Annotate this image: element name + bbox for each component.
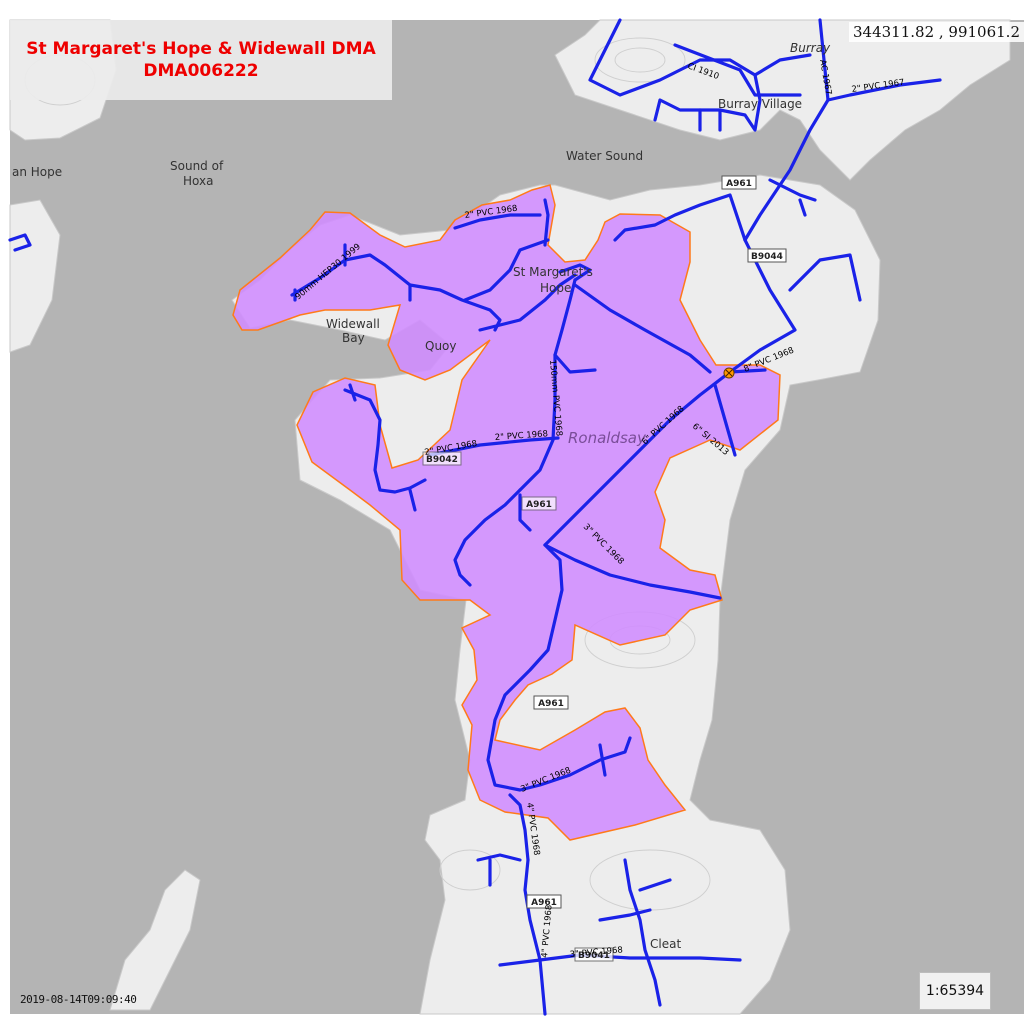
- pipe-si-2013: [713, 383, 737, 457]
- pipe-a961-central: [453, 488, 522, 587]
- map-timestamp: 2019-08-14T09:09:40: [20, 993, 137, 1006]
- pipe-label-3in-pvc-1968-bottom: 3" PVC 1968: [569, 945, 623, 960]
- place-burray: Burray: [790, 41, 831, 55]
- pipe-2in-top: [453, 213, 542, 230]
- pipe-south-cleat: [523, 858, 547, 1016]
- place-st-margarets-hope-1: St Margaret's: [513, 265, 593, 279]
- road-b9042-text: B9042: [426, 455, 458, 465]
- pipe-label-4in-pvc-1968-bottom: 4" PVC 1968: [540, 904, 555, 958]
- pipe-cleat-c: [598, 878, 672, 922]
- road-a961-low-text: A961: [538, 699, 564, 709]
- pipe-burray-ci: [673, 43, 802, 97]
- road-b9042: B9042: [422, 451, 462, 466]
- dma-boundary[interactable]: [232, 184, 781, 841]
- pipe-cleat-a: [476, 853, 522, 887]
- pipe-north-east-c: [768, 178, 817, 217]
- land-bottom-left-islet: [109, 869, 201, 1011]
- place-st-margarets-hope-2: Hope: [540, 281, 571, 295]
- pipe-label-2in-pvc-1968-mid: 2" PVC 1968: [495, 429, 549, 443]
- place-widewall-bay-2: Bay: [342, 331, 365, 345]
- pipe-2in-mid: [428, 436, 560, 457]
- road-b9041-text: B9041: [578, 951, 610, 961]
- place-water-sound: Water Sound: [566, 149, 643, 163]
- pipe-low-stub: [508, 793, 530, 862]
- map-title: St Margaret's Hope & Widewall DMA: [26, 39, 376, 59]
- valve-marker[interactable]: [723, 367, 735, 379]
- road-a961-bottom: A961: [526, 894, 562, 909]
- water-main-network[interactable]: [8, 18, 942, 1016]
- pipe-left-island: [8, 233, 32, 252]
- road-labels: A961 B9044 B9042 A961 A961 A961: [422, 175, 787, 962]
- road-b9044-text: B9044: [751, 252, 783, 262]
- pipe-north-east-trunk: [613, 193, 747, 242]
- pipe-cleat-b: [623, 858, 662, 1007]
- pipe-150mm-b: [553, 353, 597, 374]
- land-burray: [554, 19, 1011, 181]
- road-a961-top-text: A961: [726, 179, 752, 189]
- pipe-burray-v: [698, 108, 722, 132]
- pipe-hub-n2: [558, 263, 712, 374]
- road-b9041: B9041: [574, 947, 614, 962]
- road-a961-mid-text: A961: [526, 500, 552, 510]
- pipe-burray-east: [818, 18, 942, 102]
- pipe-hep-stub: [293, 243, 347, 302]
- pipe-west-stub: [348, 383, 417, 512]
- pipe-150mm: [518, 278, 577, 492]
- road-a961-top: A961: [721, 175, 757, 190]
- pipe-burray-south: [743, 98, 830, 242]
- pipe-south-trunk: [486, 543, 632, 792]
- pipe-south-branch: [518, 493, 607, 777]
- pipe-6in-diag: [543, 370, 732, 547]
- road-a961-low: A961: [533, 695, 569, 710]
- road-b9044: B9044: [747, 248, 787, 263]
- place-sound-of-hoxa-2: Hoxa: [183, 174, 213, 188]
- pipe-north-east-d: [788, 253, 862, 302]
- pipe-8in: [728, 368, 767, 374]
- cursor-coordinates: 344311.82 , 991061.2: [849, 22, 1024, 42]
- place-quoy: Quoy: [425, 339, 457, 353]
- road-a961-mid: A961: [521, 496, 557, 511]
- pipe-north-bay: [463, 198, 550, 302]
- place-ronaldsay: Ronaldsay: [568, 429, 647, 447]
- place-cleat: Cleat: [650, 937, 681, 951]
- road-a961-bottom-text: A961: [531, 898, 557, 908]
- place-labels: Burray Burray Village Water Sound Sound …: [12, 41, 831, 951]
- pipe-widewall-w: [408, 283, 502, 332]
- land-left-peninsula: [9, 199, 61, 353]
- place-sound-of-hoxa-1: Sound of: [170, 159, 224, 173]
- map-title-box: St Margaret's Hope & Widewall DMA DMA006…: [10, 20, 392, 100]
- pipe-3in-mid: [543, 543, 722, 600]
- map-scale: 1:65394: [919, 972, 991, 1010]
- place-burray-village: Burray Village: [718, 97, 802, 111]
- place-hope-left: an Hope: [12, 165, 62, 179]
- map-subtitle-dma-id: DMA006222: [143, 61, 259, 81]
- pipe-west-loop: [343, 388, 427, 494]
- pipe-burray-branch: [753, 53, 812, 77]
- pipe-hub-north: [478, 273, 577, 332]
- pipe-north-east-b: [728, 238, 797, 374]
- place-widewall-bay-1: Widewall: [326, 317, 380, 331]
